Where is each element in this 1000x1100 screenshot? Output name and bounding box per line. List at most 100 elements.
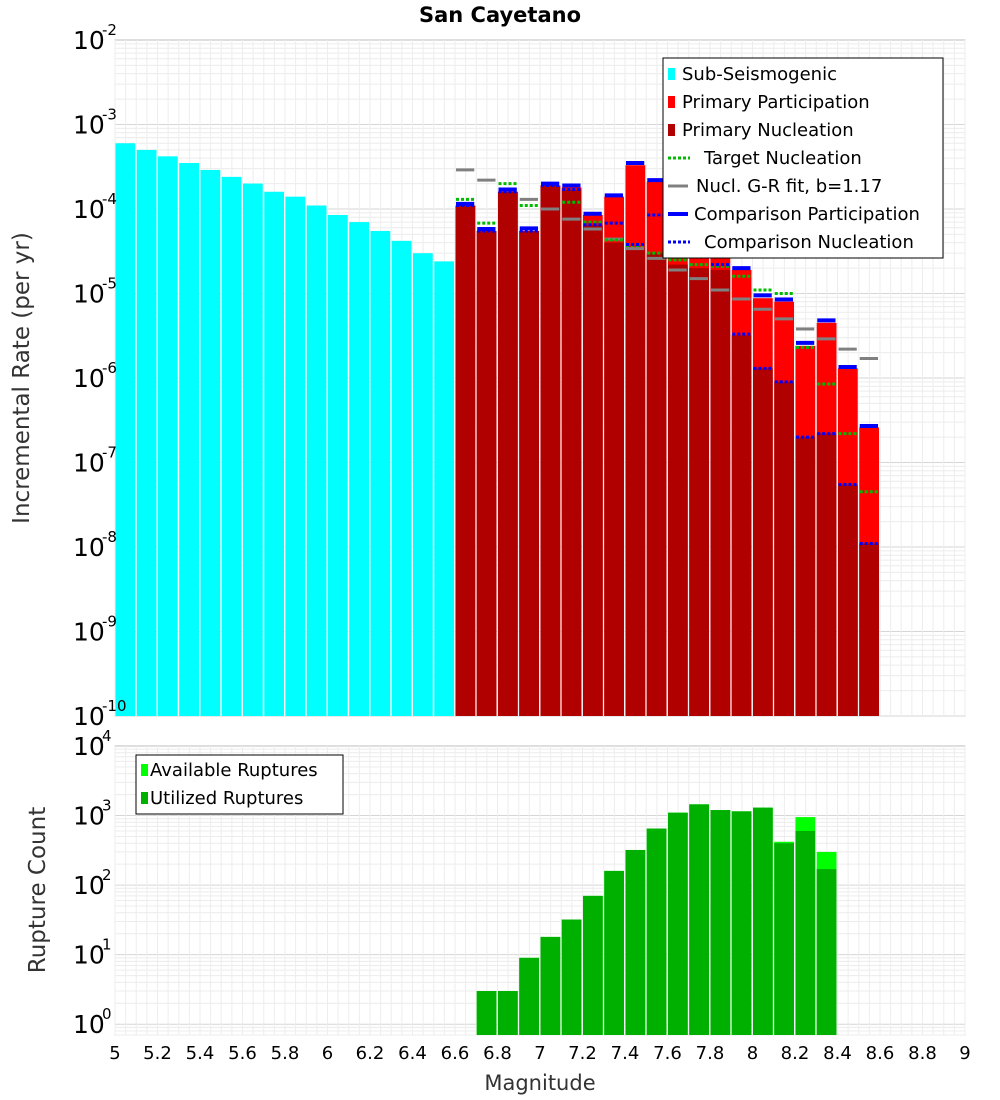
- rate-y-tick-base: 10: [73, 195, 105, 224]
- count-legend-box: [135, 754, 344, 815]
- count-y-tick-base: 10: [73, 1010, 105, 1039]
- utilized-ruptures-bar: [816, 869, 837, 1035]
- x-tick-label: 9: [959, 1043, 970, 1064]
- sub-seismogenic-bar: [200, 169, 221, 716]
- utilized-ruptures-bar: [795, 830, 816, 1035]
- utilized-ruptures-bar: [668, 812, 688, 1035]
- sub-seismogenic-bar: [158, 156, 178, 716]
- utilized-ruptures-legend-swatch: [141, 792, 148, 804]
- primary-nucleation-bar: [689, 268, 709, 716]
- primary-nucleation-legend-swatch: [668, 124, 675, 136]
- primary-nucleation-bar: [753, 368, 773, 716]
- primary-nucleation-bar: [668, 264, 688, 716]
- primary-nucleation-bar: [710, 269, 731, 716]
- rate-y-tick-exponent: -10: [102, 697, 127, 715]
- count-legend: Available Ruptures Utilized Ruptures: [135, 754, 344, 815]
- count-y-tick-exponent: 4: [102, 727, 112, 745]
- primary-nucleation-bar: [455, 205, 476, 716]
- primary-nucleation-bar: [540, 185, 561, 717]
- sub-seismogenic-bar: [264, 191, 284, 717]
- utilized-ruptures-bar: [476, 991, 497, 1035]
- utilized-ruptures-bar: [498, 991, 518, 1035]
- rate-y-tick-base: 10: [73, 449, 105, 478]
- x-tick-label: 7.4: [611, 1043, 640, 1064]
- utilized-ruptures-bar: [540, 936, 561, 1035]
- rate-y-tick-base: 10: [73, 111, 105, 140]
- utilized-ruptures-bar: [731, 811, 752, 1035]
- comparison-nucleation-legend-label: Comparison Nucleation: [704, 232, 914, 253]
- utilized-ruptures-bar: [689, 804, 709, 1035]
- sub-seismogenic-legend-label: Sub-Seismogenic: [682, 64, 837, 85]
- primary-nucleation-bar: [646, 253, 667, 716]
- primary-participation-legend-swatch: [668, 96, 675, 108]
- utilized-ruptures-bar: [625, 849, 646, 1035]
- x-tick-label: 6.8: [483, 1043, 512, 1064]
- sub-seismogenic-bar: [115, 143, 136, 716]
- x-tick-label: 7.2: [568, 1043, 597, 1064]
- primary-nucleation-bar: [604, 242, 624, 717]
- utilized-ruptures-bar: [561, 919, 582, 1035]
- count-y-tick-base: 10: [73, 802, 105, 831]
- rate-legend-box: [662, 57, 944, 259]
- nucl-g-r-fit-b-1-17-legend-label: Nucl. G-R fit, b=1.17: [696, 176, 882, 197]
- rate-y-tick-exponent: -5: [102, 275, 117, 293]
- target-nucleation-legend-label: Target Nucleation: [703, 148, 862, 169]
- sub-seismogenic-bar: [413, 253, 433, 716]
- comparison-participation-legend-label: Comparison Participation: [694, 204, 920, 225]
- count-y-axis-label: Rupture Count: [25, 807, 51, 973]
- primary-nucleation-bar: [731, 335, 752, 716]
- sub-seismogenic-bar: [349, 222, 369, 716]
- count-y-tick-exponent: 0: [102, 1005, 112, 1023]
- rate-y-tick-base: 10: [73, 26, 105, 55]
- primary-nucleation-bar: [816, 433, 837, 716]
- utilized-ruptures-bar: [646, 828, 667, 1035]
- primary-nucleation-bar: [476, 230, 497, 717]
- x-tick-label: 7: [534, 1043, 545, 1064]
- x-tick-label: 6.4: [398, 1043, 427, 1064]
- rate-y-tick-base: 10: [73, 618, 105, 647]
- count-y-tick-base: 10: [73, 732, 105, 761]
- x-tick-label: 5.2: [143, 1043, 172, 1064]
- primary-nucleation-legend-label: Primary Nucleation: [682, 120, 854, 141]
- sub-seismogenic-bar: [328, 214, 348, 716]
- count-y-tick-exponent: 1: [102, 936, 112, 954]
- sub-seismogenic-bar: [243, 183, 263, 716]
- count-y-tick-base: 10: [73, 941, 105, 970]
- count-grid: [114, 746, 966, 1036]
- x-tick-label: 5: [109, 1043, 120, 1064]
- utilized-ruptures-legend-label: Utilized Ruptures: [150, 788, 303, 809]
- sub-seismogenic-bar: [434, 261, 454, 716]
- primary-nucleation-bar: [795, 437, 816, 716]
- utilized-ruptures-bar: [604, 870, 624, 1035]
- primary-nucleation-bar: [561, 189, 582, 716]
- count-bars: [476, 804, 837, 1035]
- x-tick-label: 6.6: [441, 1043, 470, 1064]
- rate-y-tick-exponent: -9: [102, 613, 117, 631]
- x-tick-label: 5.4: [186, 1043, 215, 1064]
- figure-title: San Cayetano: [419, 3, 581, 27]
- sub-seismogenic-bar: [285, 196, 306, 717]
- x-tick-label: 6: [322, 1043, 333, 1064]
- primary-nucleation-bar: [583, 224, 603, 716]
- x-tick-label: 8.2: [781, 1043, 810, 1064]
- count-y-tick-exponent: 2: [102, 866, 112, 884]
- rate-y-tick-base: 10: [73, 364, 105, 393]
- sub-seismogenic-bar: [221, 176, 242, 717]
- rate-y-tick-exponent: -6: [102, 359, 117, 377]
- count-y-tick-base: 10: [73, 871, 105, 900]
- rate-bars: [115, 143, 879, 717]
- primary-participation-legend-label: Primary Participation: [682, 92, 870, 113]
- sub-seismogenic-bar: [391, 240, 412, 716]
- primary-nucleation-bar: [625, 247, 646, 716]
- sub-seismogenic-bar: [306, 205, 327, 716]
- primary-nucleation-bar: [519, 230, 539, 717]
- rate-y-axis-label: Incremental Rate (per yr): [9, 232, 35, 524]
- utilized-ruptures-bar: [710, 810, 731, 1035]
- rate-y-tick-base: 10: [73, 280, 105, 309]
- rate-legend: Sub-Seismogenic Primary Participation Prim…: [662, 57, 944, 259]
- x-tick-label: 6.2: [356, 1043, 385, 1064]
- utilized-ruptures-bar: [519, 957, 539, 1035]
